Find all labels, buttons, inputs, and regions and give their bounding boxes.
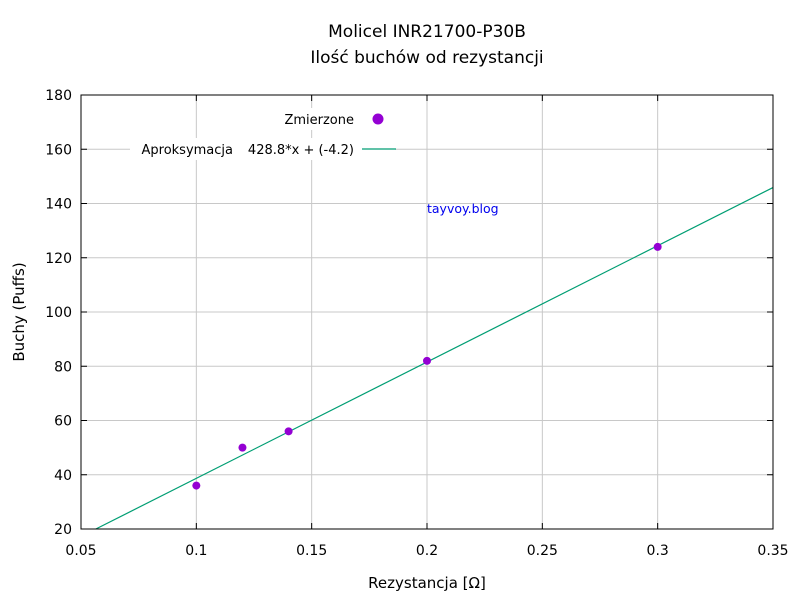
fit-line xyxy=(95,187,774,530)
x-tick-label: 0.3 xyxy=(647,543,669,559)
x-tick-label: 0.2 xyxy=(416,543,438,559)
y-tick-label: 120 xyxy=(45,251,72,267)
watermark-annotation: tayvoy.blog xyxy=(427,201,499,216)
y-tick-label: 60 xyxy=(54,414,72,430)
x-tick-label: 0.25 xyxy=(527,543,558,559)
chart-subtitle: Ilość buchów od rezystancji xyxy=(310,48,544,68)
legend-label-zmierzone: Zmierzone xyxy=(284,113,354,128)
y-tick-label: 180 xyxy=(45,88,72,104)
x-tick-label: 0.15 xyxy=(296,543,327,559)
data-point xyxy=(238,443,247,452)
y-axis-label: Buchy (Puffs) xyxy=(10,262,28,362)
y-tick-label: 20 xyxy=(54,522,72,538)
y-tick-label: 140 xyxy=(45,197,72,213)
legend-backdrop xyxy=(130,138,395,160)
series-aproksymacja xyxy=(95,187,774,530)
grid xyxy=(81,95,773,529)
chart-title: Molicel INR21700-P30B xyxy=(328,22,526,42)
x-tick-label: 0.1 xyxy=(185,543,207,559)
legend: Zmierzone Aproksymacja 428.8*x + (-4.2) xyxy=(141,113,396,158)
data-point xyxy=(284,427,293,436)
series-zmierzone xyxy=(192,242,662,490)
x-tick-label: 0.05 xyxy=(65,543,96,559)
y-tick-label: 100 xyxy=(45,305,72,321)
y-tick-label: 80 xyxy=(54,359,72,375)
x-tick-label: 0.35 xyxy=(757,543,788,559)
data-point xyxy=(653,242,662,251)
data-point xyxy=(423,356,431,365)
legend-marker-zmierzone xyxy=(372,113,384,125)
y-tick-label: 40 xyxy=(54,468,72,484)
legend-label-aproksymacja: Aproksymacja xyxy=(141,143,233,158)
legend-equation: 428.8*x + (-4.2) xyxy=(248,143,354,158)
x-axis-label: Rezystancja [Ω] xyxy=(368,574,486,592)
y-tick-label: 160 xyxy=(45,142,72,158)
legend-backdrop xyxy=(275,108,385,130)
data-point xyxy=(192,481,201,490)
ticks: 0.05 0.1 0.15 0.2 0.25 0.3 0.35 20 40 60 80 100 120 1… xyxy=(45,88,788,559)
